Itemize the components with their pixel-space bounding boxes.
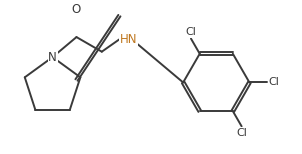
Text: Cl: Cl bbox=[185, 27, 196, 37]
Text: Cl: Cl bbox=[269, 77, 280, 87]
Text: N: N bbox=[48, 51, 57, 64]
Text: O: O bbox=[72, 3, 81, 16]
Text: HN: HN bbox=[120, 32, 137, 46]
Text: Cl: Cl bbox=[236, 128, 247, 138]
